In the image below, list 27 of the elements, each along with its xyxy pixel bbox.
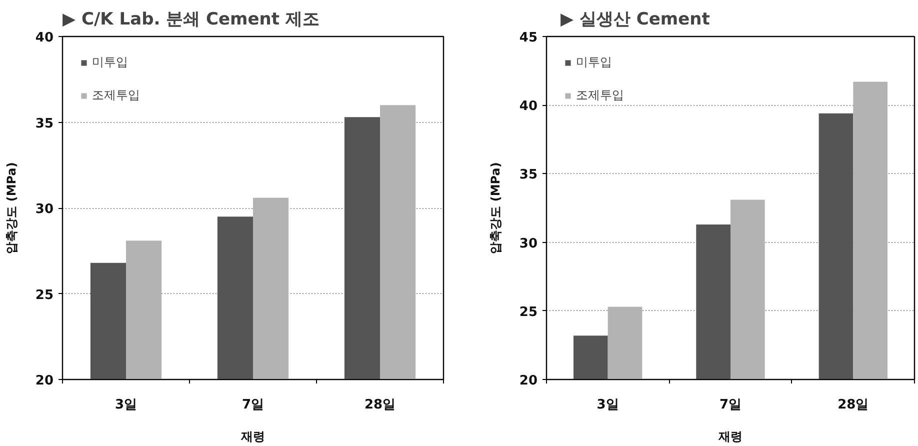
chart-title: ▶ C/K Lab. 분쇄 Cement 제조 [62,10,320,30]
x-tick-label: 28일 [838,398,869,412]
y-tick-label: 45 [519,30,538,46]
y-tick-label: 30 [35,202,54,217]
y-tick-label: 35 [519,168,538,183]
x-tick-label: 7일 [719,398,742,412]
legend-label: 조제투입 [92,87,140,104]
y-tick-label: 25 [35,288,54,303]
y-tick-label: 20 [35,374,54,388]
y-axis-title: 압축강도 (MPa) [488,162,502,254]
legend-label: 미투입 [576,54,612,71]
y-tick-label: 35 [35,116,54,132]
x-tick-label: 28일 [364,398,396,412]
y-tick-label: 20 [519,374,538,388]
x-tick-label: 3일 [114,398,138,412]
y-tick-label: 25 [519,304,538,320]
legend-label: 미투입 [92,54,128,71]
legend-label: 조제투입 [576,87,624,104]
y-tick-label: 40 [519,99,538,114]
x-axis-title: 재령 [240,430,265,444]
x-tick-label: 3일 [596,398,619,412]
chart-title: ▶ 실생산 Cement [560,10,710,30]
x-axis-title: 재령 [718,430,742,444]
y-tick-label: 30 [519,236,538,252]
y-axis-title: 압축강도 (MPa) [4,162,18,254]
x-tick-label: 7일 [242,398,264,412]
y-tick-label: 40 [35,30,54,46]
